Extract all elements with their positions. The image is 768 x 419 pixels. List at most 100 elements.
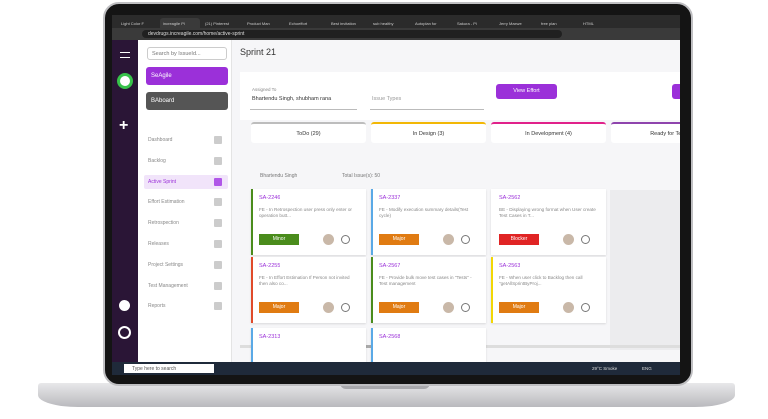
menu-item[interactable]: Test Management — [144, 279, 228, 293]
issue-summary: FE - When user click to Backlog then cal… — [499, 275, 583, 286]
issue-type-icon — [581, 303, 590, 312]
add-icon[interactable]: + — [119, 117, 129, 134]
issue-id: SA-2313 — [259, 334, 281, 340]
column-title: Ready for Testi — [650, 131, 680, 137]
issue-summary: FE - In Effort Estimation If Person not … — [259, 275, 350, 286]
issue-summary: BE - Displaying wrong format when User c… — [499, 207, 596, 218]
issue-card[interactable]: SA-2337 FE - Modify execution summary det… — [371, 189, 486, 255]
browser-tab[interactable]: Light Color F — [121, 21, 144, 26]
menu-icon — [214, 260, 222, 269]
filter-panel — [240, 72, 680, 120]
menu-label: Releases — [148, 241, 169, 247]
view-effort-button[interactable]: View Effort — [496, 84, 557, 99]
menu-icon — [214, 240, 222, 248]
menu-icon[interactable] — [120, 52, 130, 58]
page-title: Sprint 21 — [240, 47, 277, 57]
browser-tab[interactable]: Best invitation — [331, 21, 356, 26]
group-total: Total Issue(s): 50 — [342, 173, 381, 179]
browser-tab[interactable]: free plan — [541, 21, 557, 26]
menu-icon — [214, 219, 222, 228]
language: ENG — [642, 366, 652, 371]
assignee-avatar — [443, 302, 454, 313]
taskbar-search[interactable]: Type here to search — [124, 364, 214, 373]
menu-label: Project Settings — [148, 261, 184, 268]
drop-area — [610, 190, 680, 350]
help-icon[interactable] — [119, 300, 130, 311]
taskbar: Type here to search 29°C Smoke ENG — [112, 362, 680, 375]
issue-type-icon — [341, 303, 350, 312]
assignee-avatar — [443, 234, 454, 245]
browser-tab[interactable]: HTML — [583, 21, 594, 26]
issue-id: SA-2563 — [499, 263, 521, 269]
menu-icon — [214, 177, 222, 186]
menu-item[interactable]: Effort Estimation — [144, 195, 228, 209]
board-select[interactable]: BAboard — [146, 92, 228, 110]
menu-icon — [214, 302, 222, 311]
issue-summary: FE - In Retrospection user press only en… — [259, 207, 352, 218]
browser-tab[interactable]: Autoplan for — [415, 21, 437, 26]
issue-card[interactable]: SA-2567 FE - Provide bulk move test cases… — [371, 257, 486, 323]
menu-icon — [214, 198, 222, 207]
menu-item[interactable]: Active Sprint — [144, 174, 228, 189]
issue-card[interactable]: SA-2563 FE - When user click to Backlog t… — [491, 257, 606, 323]
browser-tab[interactable]: Echoeffort — [289, 21, 308, 26]
browser-tab[interactable]: (21) Pinterest — [205, 21, 230, 26]
column-title: In Development (4) — [525, 131, 572, 137]
priority-badge[interactable]: Major — [379, 234, 419, 245]
assignee-avatar — [323, 302, 334, 313]
tab-bar: Light Color F increagile Pl (21) Pinterest… — [112, 15, 680, 28]
screen: Light Color F increagile Pl (21) Pinterest… — [112, 15, 680, 375]
logo[interactable] — [117, 73, 133, 89]
priority-badge[interactable]: Major — [259, 302, 299, 313]
menu-label: Effort Estimation — [148, 199, 185, 206]
browser-tab[interactable]: Product Man — [247, 21, 270, 26]
app-nav: + — [112, 40, 138, 362]
menu-label: Test Management — [148, 282, 188, 289]
menu-item[interactable]: Dashboard — [144, 133, 228, 147]
issue-card[interactable]: SA-2255 FE - In Effort Estimation If Pers… — [251, 257, 366, 323]
menu-label: Backlog — [148, 157, 166, 164]
sidebar: Search by IssueId... SeAgile BAboard Das… — [138, 40, 232, 362]
menu-icon — [214, 156, 222, 165]
priority-badge[interactable]: Minor — [259, 234, 299, 245]
issue-types-box[interactable]: Issue Types — [370, 85, 484, 110]
menu-label: Retrospection — [148, 220, 179, 227]
project-select[interactable]: SeAgile — [146, 67, 228, 85]
issue-types: Issue Types — [372, 96, 402, 102]
issue-type-icon — [341, 235, 350, 244]
issue-summary: FE - Modify execution summary details(Te… — [379, 207, 469, 218]
menu-label: Reports — [148, 303, 166, 310]
menu-item[interactable]: Backlog — [144, 154, 228, 168]
priority-badge[interactable]: Major — [379, 302, 419, 313]
menu-item[interactable]: Reports — [144, 299, 228, 313]
url[interactable]: devdrugs.increagile.com/home/active-spri… — [142, 30, 562, 38]
browser-tab[interactable]: Sakura - Pl — [457, 21, 477, 26]
issue-id: SA-2337 — [379, 195, 401, 201]
menu-item[interactable]: Retrospection — [144, 216, 228, 230]
address-bar: devdrugs.increagile.com/home/active-spri… — [112, 28, 680, 40]
priority-badge[interactable]: Blocker — [499, 234, 539, 245]
assigned-label: Assigned To — [252, 87, 277, 92]
issue-card[interactable]: SA-2562 BE - Displaying wrong format when… — [491, 189, 606, 255]
menu-label: Dashboard — [148, 137, 173, 143]
menu-item[interactable]: Releases — [144, 237, 228, 251]
extra-button[interactable] — [672, 84, 680, 99]
issue-type-icon — [461, 303, 470, 312]
search-box[interactable]: Search by IssueId... — [147, 47, 227, 60]
weather: 29°C Smoke — [592, 366, 618, 371]
assignee-avatar — [563, 234, 574, 245]
column-header: Ready for Testi — [611, 122, 680, 143]
menu-icon — [214, 281, 222, 290]
browser-tab[interactable]: Jerry Maxwe — [499, 21, 522, 26]
issue-card[interactable]: SA-2246 FE - In Retrospection user press … — [251, 189, 366, 255]
assigned-box[interactable]: Assigned To Bhartendu Singh, shubham ran… — [250, 85, 357, 110]
column-header: In Design (3) — [371, 122, 486, 143]
user-icon[interactable] — [118, 326, 131, 339]
browser-tab[interactable]: sub healthy — [373, 21, 394, 26]
issue-summary: FE - Provide bulk move test cases in "Te… — [379, 275, 472, 286]
column-header: In Development (4) — [491, 122, 606, 143]
browser-tab[interactable]: increagile Pl — [160, 18, 200, 28]
priority-badge[interactable]: Major — [499, 302, 539, 313]
menu-item[interactable]: Project Settings — [144, 258, 228, 272]
